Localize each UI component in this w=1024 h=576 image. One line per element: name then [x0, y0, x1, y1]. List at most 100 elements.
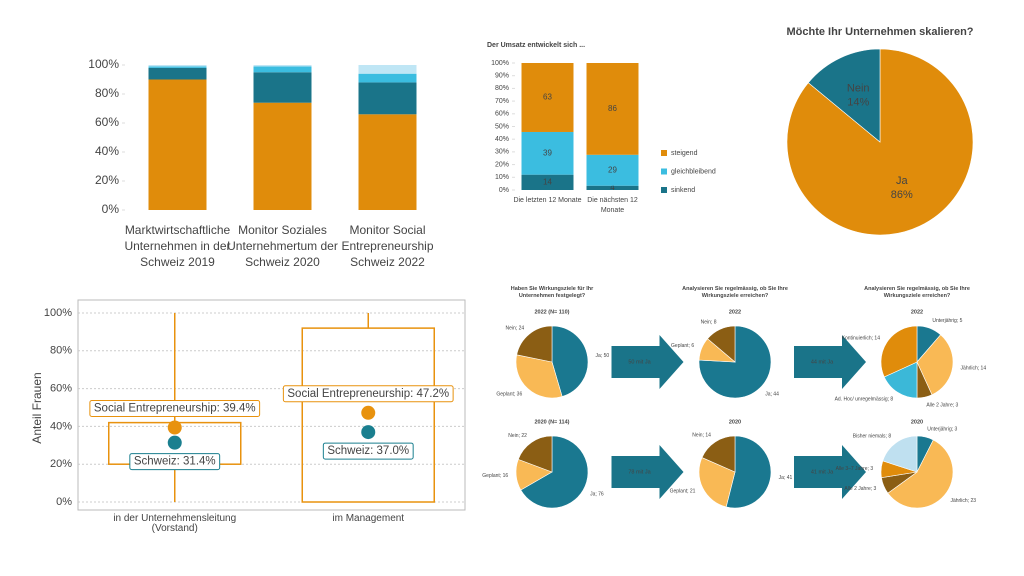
pie-slice [520, 435, 589, 509]
arrow-label: 41 mit Ja [811, 469, 834, 475]
pie-slice [707, 325, 736, 363]
legend-label: sinkend [671, 187, 695, 194]
label-box [282, 385, 454, 403]
y-tick-label: 60% [495, 111, 509, 118]
arrow [794, 445, 866, 499]
pie-subtitle: 2022 [911, 309, 923, 315]
pie-slice [515, 354, 563, 399]
arrow [611, 335, 684, 389]
arrow-label: 50 mit Ja [628, 359, 651, 365]
y-tick-label: 60% [50, 383, 72, 395]
y-tick-label: 40% [95, 144, 119, 158]
point-label: Social Entrepreneurship: 39.4% [94, 403, 256, 415]
point [167, 420, 182, 435]
bar-segment [358, 114, 417, 210]
x-tick-label: Monitor Soziales Unternehmertum der Schw… [227, 223, 338, 269]
pie-subtitle: 2020 [911, 419, 923, 425]
bar-segment [253, 65, 312, 67]
point [361, 425, 376, 440]
y-tick-label: 80% [95, 86, 119, 100]
pie-slice [517, 435, 553, 473]
pie-slice [698, 457, 736, 508]
arrow-label: 78 mit Ja [628, 469, 651, 475]
x-tick-label: im Management [332, 513, 405, 524]
slice-value: 14% [847, 97, 869, 109]
slice-label: Nein; 24 [506, 325, 525, 331]
pie-slice [807, 48, 881, 143]
y-tick-label: 40% [495, 136, 509, 143]
slice-label: Alle 3–7 Jahre; 3 [836, 466, 874, 472]
slice-label: Geplant; 36 [496, 392, 522, 398]
y-tick-label: 0% [56, 496, 72, 508]
data-label: 29 [608, 165, 617, 174]
slice-label: Kontinuierlich; 14 [842, 336, 881, 342]
pie-subtitle: 2022 [729, 309, 741, 315]
bar-segment [253, 66, 312, 73]
bar-segment [586, 185, 639, 190]
slice-label: Ja; 41 [779, 475, 793, 481]
point-label: Social Entrepreneurship: 47.2% [287, 388, 449, 400]
x-tick-label: Die nächsten 12 Monate [587, 197, 638, 214]
y-tick-label: 20% [50, 458, 72, 470]
slice-label: Ja [896, 175, 909, 187]
chart-title: Möchte Ihr Unternehmen skalieren? [786, 26, 973, 38]
y-tick-label: 0% [102, 202, 120, 216]
pie-subtitle: 2020 (N= 114) [534, 419, 569, 425]
y-tick-label: 70% [495, 98, 509, 105]
data-label: 4 [610, 183, 615, 192]
legend-label: gleichbleibend [671, 168, 716, 175]
bar-segment [148, 79, 207, 210]
y-tick-label: 80% [50, 345, 72, 357]
slice-label: Alle 2 Jahre; 3 [844, 486, 876, 492]
legend-swatch [661, 150, 667, 156]
slice-label: Geplant; 16 [482, 473, 508, 479]
chart-title: Der Umsatz entwickelt sich ... [487, 42, 585, 49]
box [301, 327, 435, 503]
slice-label: Bisher niemals; 8 [853, 434, 892, 440]
slice-label: Nein; 14 [692, 432, 711, 438]
bar-segment [521, 63, 574, 132]
label-box [129, 453, 221, 471]
bar-segment [253, 72, 312, 103]
pie-title: Haben Sie Wirkungsziele für Ihr Unterneh… [510, 286, 594, 299]
y-tick-label: 40% [50, 420, 72, 432]
slice-label: Alle 2 Jahre; 3 [926, 402, 958, 408]
pie-subtitle: 2020 [729, 419, 741, 425]
point-label: Schweiz: 31.4% [134, 456, 216, 468]
slice-label: Jährlich; 14 [961, 366, 987, 372]
data-label: 14 [543, 177, 552, 186]
y-tick-label: 80% [495, 85, 509, 92]
y-tick-label: 60% [95, 115, 119, 129]
y-tick-label: 30% [495, 149, 509, 156]
point-label: Schweiz: 37.0% [327, 445, 409, 457]
bar-segment [521, 131, 574, 175]
bar-segment [586, 63, 639, 155]
bar-segment [358, 73, 417, 83]
pie-slice [883, 361, 918, 399]
pie-slice [887, 439, 954, 509]
pie-slice [698, 325, 772, 399]
y-tick-label: 90% [495, 73, 509, 80]
arrow-label: 44 mit Ja [811, 359, 834, 365]
slice-label: Nein [847, 83, 870, 95]
y-tick-label: 20% [95, 173, 119, 187]
bar-segment [586, 154, 639, 186]
slice-label: Unterjährig; 5 [932, 318, 962, 324]
pie-slice [551, 325, 589, 397]
bar-segment [148, 65, 207, 67]
y-tick-label: 0% [499, 187, 509, 194]
slice-label: Ja; 76 [590, 491, 604, 497]
slice-label: Ad. Hoc/ unregelmässig; 8 [835, 396, 894, 402]
data-label: 63 [543, 93, 552, 102]
slice-label: Nein; 22 [508, 433, 527, 439]
pie-title: Analysieren Sie regelmässig, ob Sie Ihre… [864, 286, 970, 299]
x-tick-label: Die letzten 12 Monate [513, 197, 582, 204]
x-tick-label: in der Unternehmensleitung (Vorstand) [113, 513, 237, 534]
pie-slice [916, 334, 954, 396]
pie-slice [725, 435, 772, 509]
pie-slice [786, 48, 974, 236]
bar-segment [253, 102, 312, 210]
slice-value: 86% [891, 189, 913, 201]
y-tick-label: 100% [44, 307, 72, 319]
